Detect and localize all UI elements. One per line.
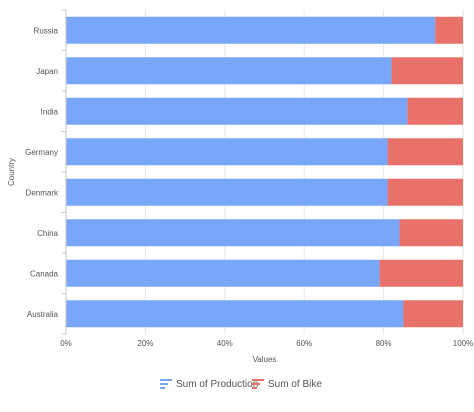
- x-tick-label: 80%: [376, 339, 392, 348]
- y-tick-label: India: [41, 107, 59, 116]
- y-tick-label: Canada: [30, 269, 59, 278]
- bar-bike: [435, 16, 463, 44]
- x-tick-label: 40%: [217, 339, 233, 348]
- bar-production: [66, 300, 404, 328]
- legend: Sum of Production Sum of Bike: [160, 379, 322, 390]
- bar-production: [66, 219, 400, 247]
- legend-swatch: [160, 379, 172, 381]
- bar-bike: [407, 97, 463, 125]
- bar-production: [66, 16, 436, 44]
- legend-label[interactable]: Sum of Bike: [268, 379, 322, 390]
- x-tick-label: 60%: [296, 339, 312, 348]
- y-tick-label: Germany: [25, 148, 58, 157]
- y-tick-label: China: [37, 229, 58, 238]
- bar-production: [66, 259, 380, 287]
- bar-bike: [379, 259, 463, 287]
- bar-production: [66, 138, 388, 166]
- x-tick-label: 20%: [137, 339, 153, 348]
- bars: [66, 16, 463, 328]
- legend-swatch: [252, 379, 264, 381]
- y-tick-label: Japan: [36, 67, 58, 76]
- axes: 0% 20% 40% 60% 80% 100% Russia Japan India German…: [25, 9, 473, 348]
- x-tick-label: 0%: [60, 339, 72, 348]
- y-tick-label: Australia: [27, 310, 59, 319]
- bar-bike: [387, 138, 463, 166]
- x-axis-title: Values: [253, 355, 277, 364]
- y-tick-label: Denmark: [26, 188, 59, 197]
- y-tick-label: Russia: [34, 26, 59, 35]
- legend-swatch: [160, 387, 165, 389]
- bar-bike: [403, 300, 463, 328]
- legend-swatch: [160, 383, 168, 385]
- bar-production: [66, 57, 392, 85]
- y-axis-title: Country: [7, 158, 16, 186]
- legend-swatch: [252, 383, 260, 385]
- bar-production: [66, 178, 388, 206]
- legend-label[interactable]: Sum of Production: [176, 379, 258, 390]
- bar-production: [66, 97, 408, 125]
- bar-bike: [387, 178, 463, 206]
- x-tick-label: 100%: [453, 339, 473, 348]
- bar-bike: [399, 219, 463, 247]
- legend-swatch: [252, 387, 257, 389]
- bar-bike: [391, 57, 463, 85]
